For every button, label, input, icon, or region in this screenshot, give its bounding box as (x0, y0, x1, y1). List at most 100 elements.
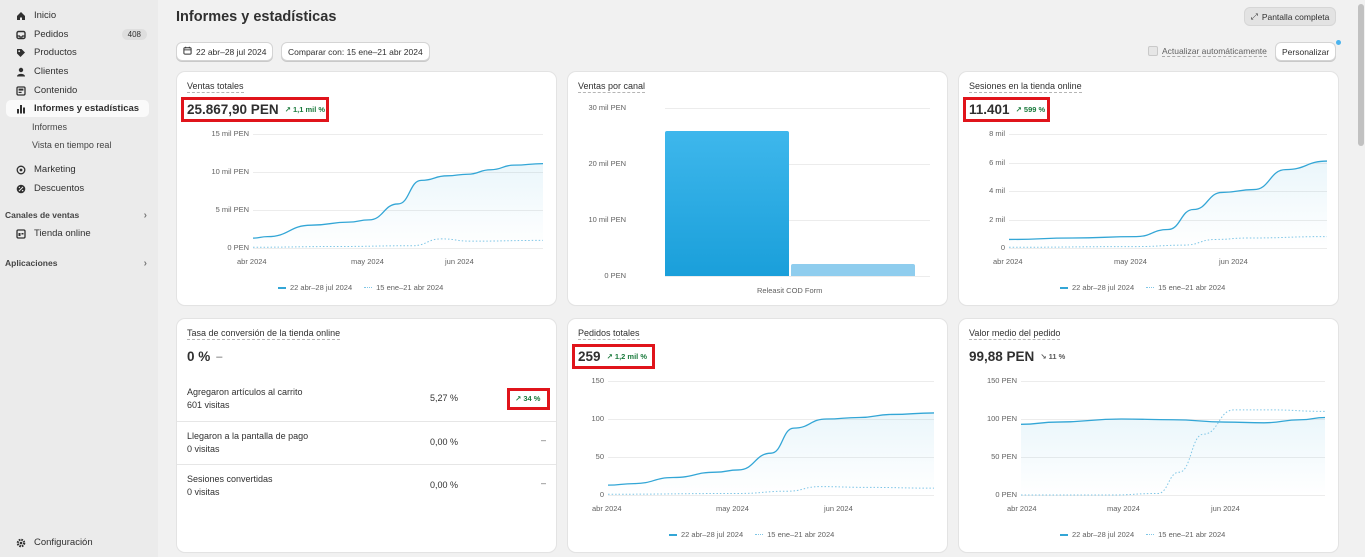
highlight-box (507, 388, 550, 410)
conversion-rate-card[interactable]: Tasa de conversión de la tienda online 0… (177, 319, 556, 552)
home-icon (16, 11, 26, 21)
series-area (1021, 417, 1325, 495)
calendar-icon (183, 46, 192, 57)
legend-previous: 15 ene–21 abr 2024 (364, 283, 443, 292)
row-percent: 0,00 % (430, 437, 459, 447)
sidebar-item-customers[interactable]: Clientes (6, 63, 149, 80)
y-tick-label: 50 PEN (991, 452, 1017, 461)
sidebar-item-online-store[interactable]: Tienda online (6, 225, 149, 242)
series-area (608, 412, 934, 495)
y-tick-label: 15 mil PEN (211, 129, 249, 138)
auto-update-checkbox[interactable] (1148, 46, 1158, 56)
sidebar-item-settings[interactable]: Configuración (6, 534, 149, 551)
total-orders-card[interactable]: Pedidos totales 259 ↗ 1,2 mil % 22 abr–2… (568, 319, 947, 552)
gridline (1009, 191, 1327, 192)
legend-current-label: 22 abr–28 jul 2024 (1072, 530, 1135, 539)
series-line-previous[interactable] (1008, 236, 1328, 248)
gridline (1009, 134, 1327, 135)
chevron-right-icon: › (143, 257, 147, 269)
solid-line-swatch (669, 533, 677, 536)
gridline (665, 276, 930, 277)
line-chart-svg (252, 162, 544, 248)
y-tick-label: 0 PEN (227, 243, 249, 252)
y-tick-label: 0 (599, 490, 604, 499)
date-range-label: 22 abr–28 jul 2024 (196, 46, 267, 57)
sidebar-item-label: Productos (34, 47, 77, 58)
date-range-button[interactable]: 22 abr–28 jul 2024 (176, 42, 274, 61)
series-line-current[interactable] (252, 162, 544, 239)
total-sales-metric: 25.867,90 PEN ↗ 1,1 mil % (187, 102, 325, 117)
row-visits: 601 visitas (187, 400, 230, 410)
series-area (1009, 161, 1327, 248)
section-title: Aplicaciones (5, 258, 58, 268)
sales-channels-section[interactable]: Canales de ventas › (5, 208, 147, 222)
x-tick-label: abr 2024 (1007, 504, 1037, 513)
sidebar-item-discounts[interactable]: Descuentos (6, 180, 149, 197)
highlight-box (181, 97, 329, 122)
row-label: Llegaron a la pantalla de pago (187, 431, 309, 441)
sidebar-subitem-live-view[interactable]: Vista en tiempo real (32, 140, 112, 150)
dotted-line-swatch (1146, 287, 1155, 288)
sessions-card[interactable]: Sesiones en la tienda online 11.401 ↗ 59… (959, 72, 1338, 305)
gridline (1009, 219, 1327, 221)
y-tick-label: 10 mil PEN (211, 167, 249, 176)
legend-current: 22 abr–28 jul 2024 (669, 530, 743, 539)
compare-button[interactable]: Comparar con: 15 ene–21 abr 2024 (281, 42, 430, 61)
y-tick-label: 5 mil PEN (215, 205, 249, 214)
sidebar-subitem-reports[interactable]: Informes (32, 122, 68, 132)
sidebar-item-content[interactable]: Contenido (6, 82, 149, 99)
metric-delta: – (216, 350, 223, 363)
y-tick-label: 4 mil (989, 186, 1005, 195)
customize-button[interactable]: Personalizar (1275, 42, 1337, 61)
series-line-previous[interactable] (1020, 409, 1326, 496)
metric-delta: ↘ 11 % (1040, 352, 1066, 361)
dotted-line-swatch (1146, 534, 1155, 535)
chart-legend: 22 abr–28 jul 2024 15 ene–21 abr 2024 (278, 283, 443, 292)
total-sales-card[interactable]: Ventas totales 25.867,90 PEN ↗ 1,1 mil %… (177, 72, 556, 305)
aov-metric: 99,88 PEN ↘ 11 % (969, 349, 1065, 364)
row-delta: ↗ 34 % (515, 394, 541, 403)
page-scrollbar[interactable] (1357, 0, 1365, 557)
gridline (1009, 248, 1327, 249)
scrollbar-thumb[interactable] (1358, 4, 1364, 146)
sidebar-item-products[interactable]: Productos (6, 44, 149, 61)
sidebar-item-analytics[interactable]: Informes y estadísticas (6, 100, 149, 117)
page-title: Informes y estadísticas (176, 9, 337, 25)
conversion-row: Sesiones convertidas 0 visitas 0,00 % – (177, 464, 556, 508)
sidebar-item-marketing[interactable]: Marketing (6, 161, 149, 178)
y-tick-label: 150 (591, 376, 604, 385)
x-tick-label: jun 2024 (445, 257, 474, 266)
series-area (253, 163, 543, 248)
legend-current: 22 abr–28 jul 2024 (1060, 283, 1134, 292)
series-line-current[interactable] (1008, 160, 1328, 241)
target-icon (16, 165, 26, 175)
tag-icon (16, 48, 26, 58)
metric-value: 99,88 PEN (969, 349, 1035, 364)
x-tick-label: may 2024 (1107, 504, 1140, 513)
series-line-current[interactable] (607, 412, 935, 486)
fullscreen-button[interactable]: ⤢ Pantalla completa (1244, 7, 1337, 26)
series-line-current[interactable] (1020, 416, 1326, 425)
bar-current[interactable] (665, 131, 789, 276)
apps-section[interactable]: Aplicaciones › (5, 256, 147, 270)
y-tick-label: 20 mil PEN (588, 159, 626, 168)
legend-previous-label: 15 ene–21 abr 2024 (1158, 283, 1226, 292)
legend-previous-label: 15 ene–21 abr 2024 (376, 283, 444, 292)
bar-previous[interactable] (791, 264, 915, 276)
sidebar-item-orders[interactable]: Pedidos 408 (6, 26, 149, 43)
x-tick-label: may 2024 (351, 257, 384, 266)
row-visits: 0 visitas (187, 444, 220, 454)
average-order-value-card[interactable]: Valor medio del pedido 99,88 PEN ↘ 11 % … (959, 319, 1338, 552)
legend-previous-label: 15 ene–21 abr 2024 (1158, 530, 1226, 539)
sales-by-channel-card[interactable]: Ventas por canal 30 mil PEN 20 mil PEN 10 … (568, 72, 947, 305)
sidebar-item-label: Informes y estadísticas (34, 103, 140, 114)
content-icon (16, 85, 26, 96)
auto-update-toggle[interactable]: Actualizar automáticamente (1148, 45, 1267, 57)
y-tick-label: 150 PEN (986, 376, 1017, 385)
sidebar-item-label: Clientes (34, 66, 69, 77)
x-tick-label: jun 2024 (1219, 257, 1248, 266)
sidebar-item-home[interactable]: Inicio (6, 7, 149, 24)
sidebar-item-label: Tienda online (34, 228, 91, 239)
line-chart-svg (607, 412, 935, 495)
fullscreen-label: Pantalla completa (1261, 11, 1330, 22)
